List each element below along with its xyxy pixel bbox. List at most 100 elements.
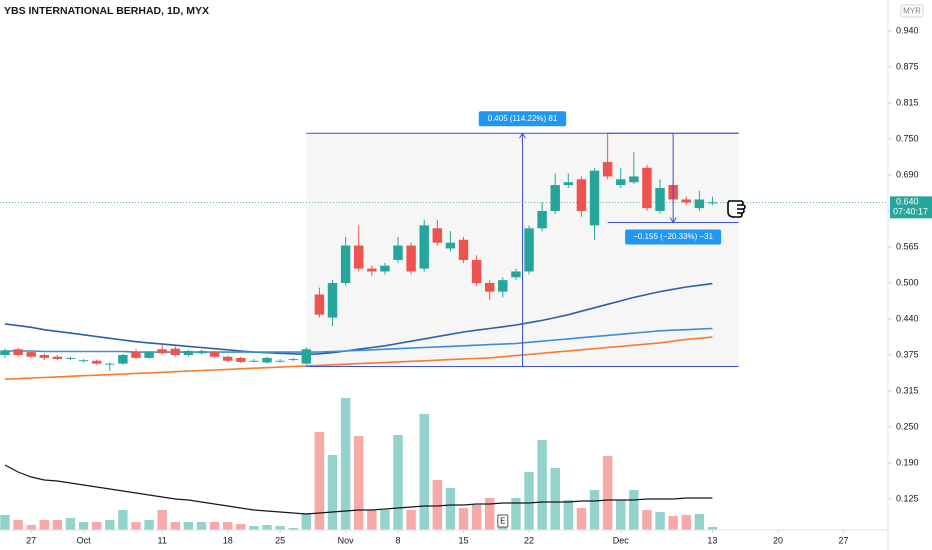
chart-title: YBS INTERNATIONAL BERHAD, 1D, MYX <box>4 5 209 17</box>
candle-body <box>589 170 600 226</box>
candle-body <box>39 354 49 358</box>
volume-bar <box>668 516 678 530</box>
volume-bar <box>602 456 613 530</box>
x-tick-label: Dec <box>613 535 630 545</box>
volume-bar <box>275 526 285 530</box>
volume-bar <box>367 510 377 530</box>
candle-body <box>52 356 63 360</box>
last-price-label: 0.640 <box>896 197 919 207</box>
candle-body <box>616 179 626 186</box>
volume-bar <box>485 498 495 530</box>
volume-bar <box>340 398 351 530</box>
volume-bar <box>236 524 246 530</box>
candle-body <box>642 167 652 209</box>
volume-ma-line <box>4 464 713 515</box>
hand-cursor <box>727 200 746 218</box>
volume-bar <box>91 522 102 530</box>
candle-body <box>353 245 364 269</box>
volume-bar <box>157 510 167 530</box>
x-tick-label: Nov <box>338 535 355 545</box>
x-tick-label: 18 <box>223 535 233 545</box>
volume-bar <box>537 440 547 530</box>
candle-body <box>222 356 233 361</box>
x-tick-label: 8 <box>396 535 401 545</box>
volume-bar <box>13 520 23 530</box>
candle-body <box>327 282 338 318</box>
x-tick-label: 22 <box>524 535 534 545</box>
volume-bar <box>393 435 403 530</box>
candle-body <box>105 363 115 365</box>
volume-bar <box>314 432 325 530</box>
candle-body <box>0 350 10 355</box>
x-tick-label: 13 <box>707 535 717 545</box>
measure-arrow-head <box>669 217 677 224</box>
candle-body <box>471 259 482 283</box>
x-tick-label: 15 <box>459 535 469 545</box>
candle-body <box>406 245 416 272</box>
currency[interactable]: MYR <box>903 7 921 16</box>
ma-line <box>4 282 713 356</box>
candle-body <box>91 360 102 364</box>
volume-bar <box>301 513 312 530</box>
ma-line <box>4 336 713 380</box>
candle-body <box>340 245 351 283</box>
y-tick-label: 0.315 <box>896 385 919 395</box>
candle-body <box>681 199 691 203</box>
candle-body <box>209 352 220 357</box>
candle-body <box>498 280 508 292</box>
ma-line <box>5 327 713 353</box>
candle-body <box>288 359 298 361</box>
x-tick-label: 11 <box>158 535 167 545</box>
candle-body <box>275 360 285 362</box>
volume-bar <box>196 522 207 530</box>
volume-bar <box>209 522 220 530</box>
y-tick-label: 0.750 <box>896 133 919 143</box>
event-marker <box>497 514 509 528</box>
y-tick-label: 0.500 <box>896 277 919 287</box>
y-tick-label: 0.250 <box>896 421 919 431</box>
candle-body <box>144 352 154 358</box>
candle-body <box>78 360 89 362</box>
candle-body <box>655 187 665 211</box>
candle-body <box>629 176 639 183</box>
candle-body <box>419 225 429 269</box>
measure-label-box <box>478 111 567 127</box>
volume-bar <box>78 522 89 530</box>
volume-bar <box>353 436 364 530</box>
y-tick-label: 0.375 <box>896 349 919 359</box>
candle-body <box>118 354 128 364</box>
volume-bar <box>655 512 665 530</box>
event-label: E <box>500 517 505 526</box>
volume-bar <box>170 522 181 530</box>
volume-bar <box>26 525 36 530</box>
candle-body <box>576 179 587 211</box>
volume-bar <box>576 508 587 530</box>
y-tick-label: 0.690 <box>896 169 919 179</box>
candle-body <box>707 202 718 204</box>
candle-body <box>393 245 403 260</box>
y-tick-label: 0.565 <box>896 241 919 251</box>
currency-box[interactable] <box>900 4 924 18</box>
countdown-label: 07:40:17 <box>893 207 928 217</box>
volume-bar <box>419 414 429 530</box>
volume-bar <box>222 522 233 530</box>
volume-bar <box>550 468 560 530</box>
volume-bar <box>52 520 63 530</box>
volume-bar <box>406 510 416 530</box>
candle-body <box>511 271 521 278</box>
candle-body <box>694 199 705 209</box>
candle-body <box>262 357 272 363</box>
candle-body <box>13 349 23 355</box>
volume-bar <box>432 480 443 530</box>
candle-body <box>170 348 181 355</box>
last-price-tag <box>890 196 932 219</box>
measure-label: 0.405 (114.22%) 81 <box>488 114 558 123</box>
candle-body <box>445 242 456 249</box>
candle-body <box>249 360 259 362</box>
volume-bar <box>511 498 521 530</box>
candle-body <box>65 357 76 359</box>
y-tick-label: 0.125 <box>896 493 919 503</box>
candle-body <box>26 352 36 357</box>
